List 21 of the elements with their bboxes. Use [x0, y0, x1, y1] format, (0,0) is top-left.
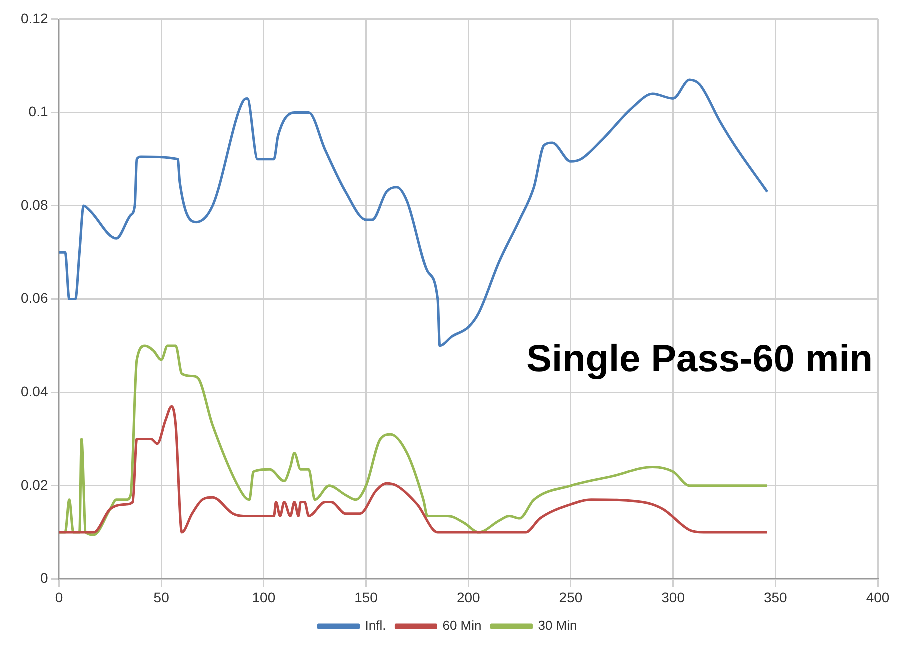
x-tick-label: 350 [764, 589, 788, 606]
y-tick-label: 0.12 [21, 10, 48, 26]
y-tick-label: 0.04 [21, 383, 48, 400]
y-tick-label: 0 [40, 570, 48, 586]
y-tick-label: 0.1 [28, 104, 48, 120]
x-tick-label: 150 [354, 589, 378, 606]
x-tick-label: 300 [662, 589, 686, 606]
annotation: Single Pass-60 min [526, 338, 873, 380]
y-tick-label: 0.08 [21, 196, 48, 213]
legend-label: 30 Min [538, 618, 578, 634]
legend-label: 60 Min [442, 618, 482, 634]
x-tick-label: 0 [55, 589, 64, 606]
x-tick-label: 200 [456, 589, 481, 606]
legend-label: Infl. [365, 618, 386, 634]
x-tick-label: 400 [866, 589, 890, 606]
x-tick-label: 50 [154, 589, 170, 606]
line-series [59, 405, 769, 534]
y-tick-label: 0.06 [21, 290, 48, 306]
x-tick-label: 250 [559, 589, 583, 606]
x-tick-label: 100 [252, 589, 276, 606]
y-tick-label: 0.02 [21, 476, 48, 493]
